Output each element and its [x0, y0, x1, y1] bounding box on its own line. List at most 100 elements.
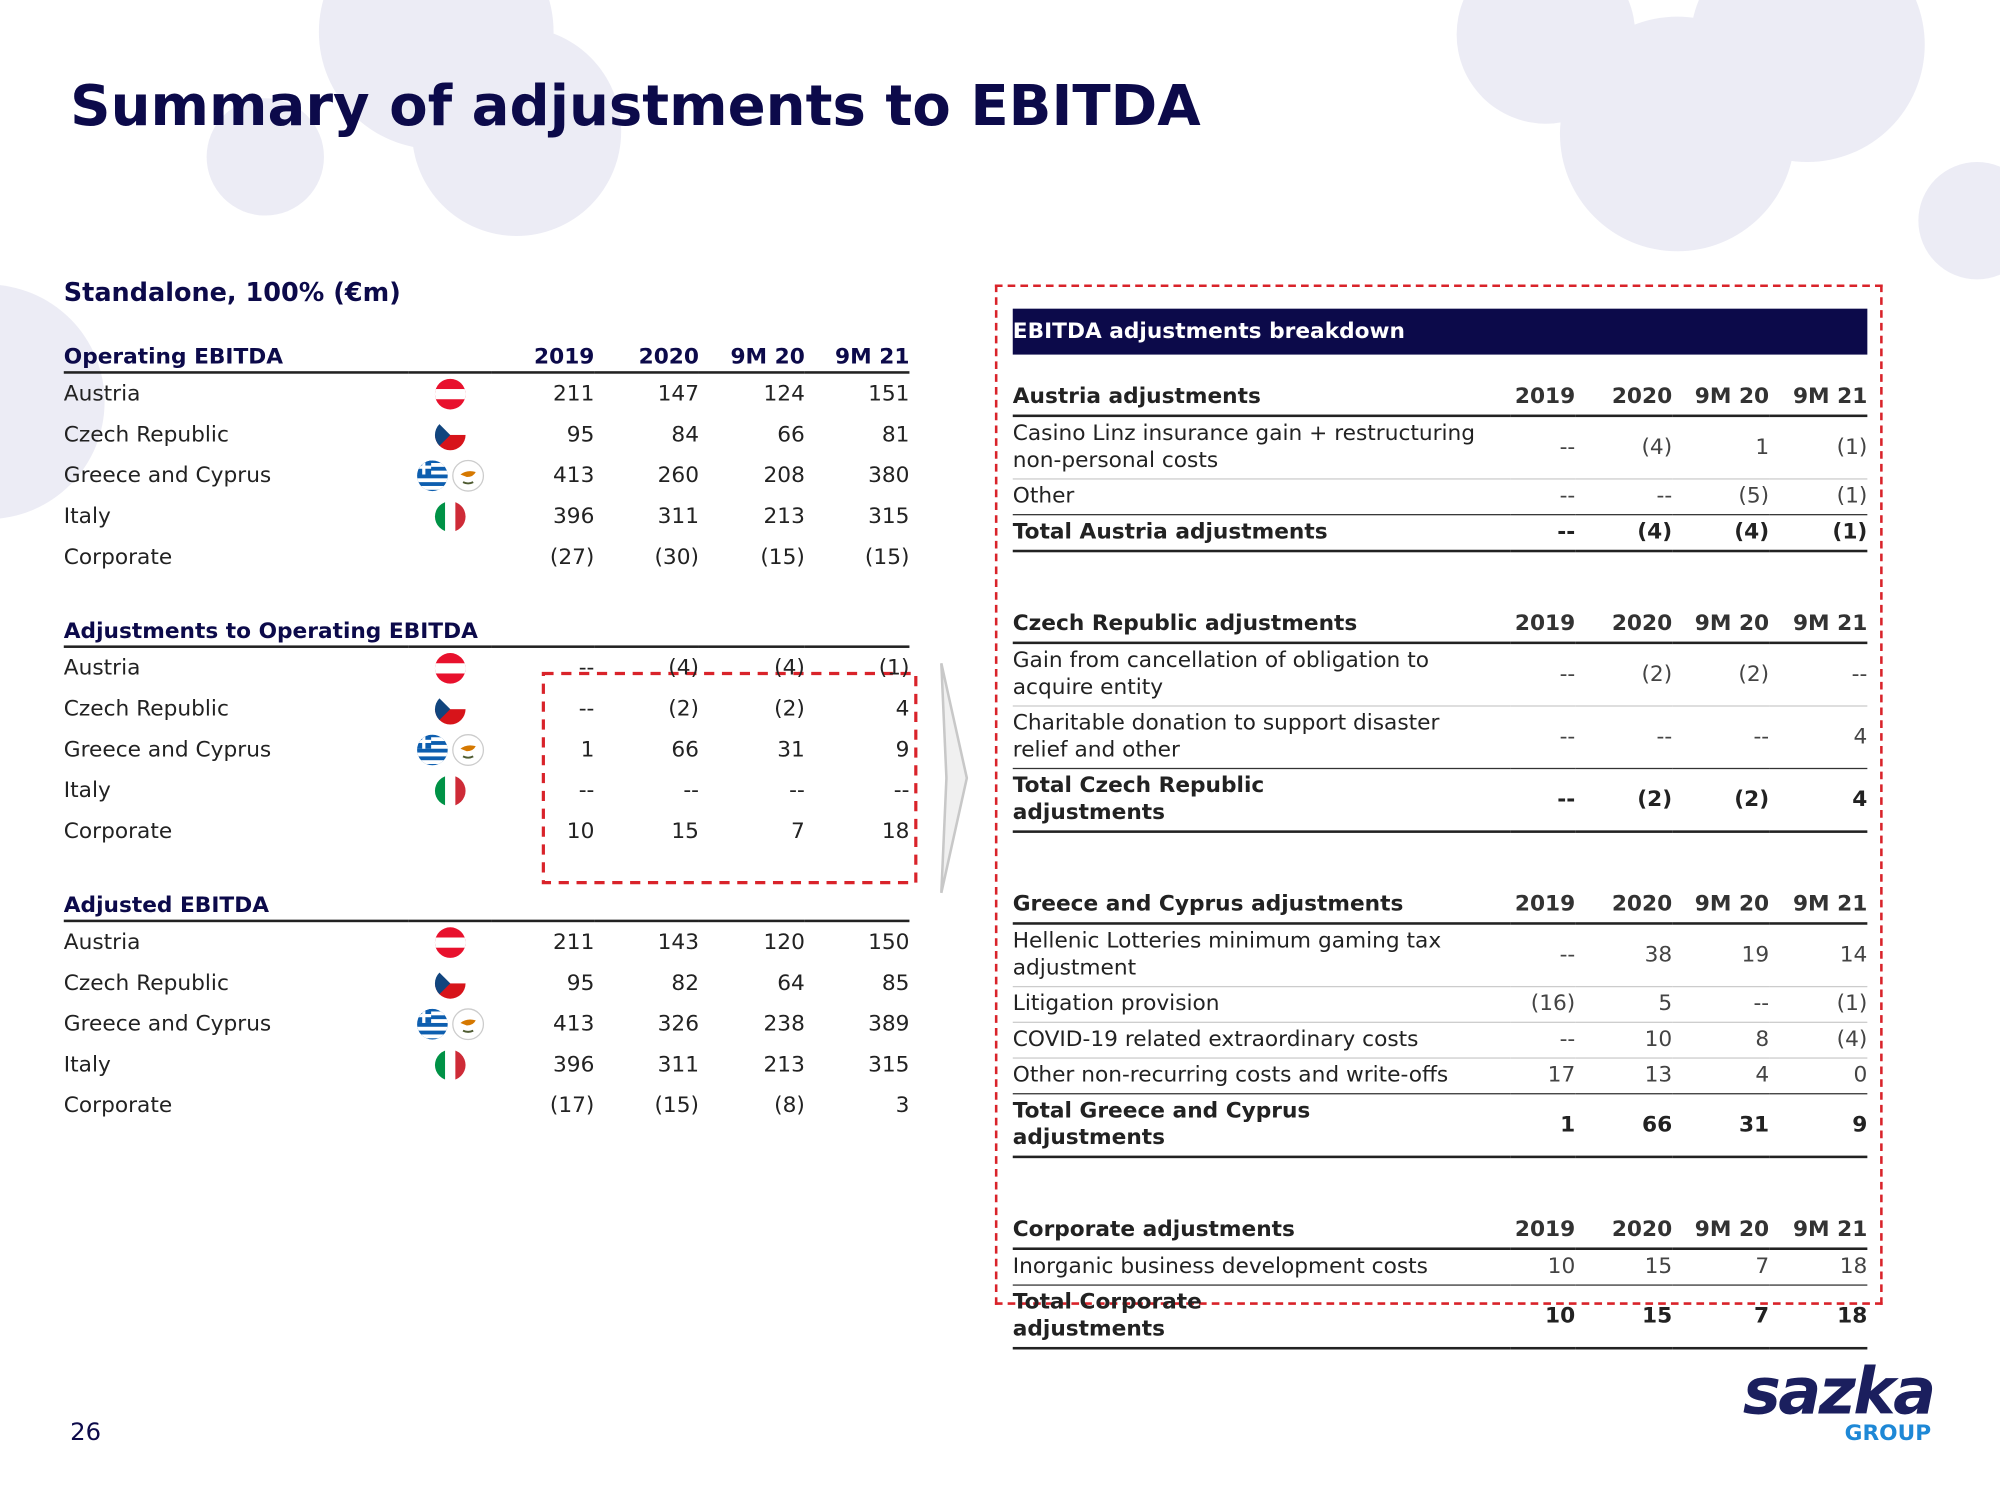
data-row: Other non-recurring costs and write-offs… — [1012, 1058, 1868, 1095]
cell-value: (4) — [1575, 415, 1673, 480]
cell-value: 124 — [763, 381, 805, 407]
cell-value: (16) — [1510, 986, 1576, 1023]
cell-value: -- — [1510, 923, 1576, 988]
total-row: Total Austria adjustments -- (4) (4) (1) — [1012, 514, 1868, 553]
flag-shape — [416, 465, 431, 469]
flag-shape — [434, 693, 465, 725]
row-label: Casino Linz insurance gain + restructuri… — [1012, 415, 1511, 480]
header-row: Operating EBITDA 2019 2020 9M 20 9M 21 — [63, 341, 910, 374]
column-header — [491, 890, 595, 923]
highlight-box — [541, 671, 918, 885]
data-row: Corporate (17) (15) (8) 3 — [64, 1085, 910, 1126]
row-label: Austria — [63, 929, 141, 956]
flag-shape — [416, 1014, 431, 1018]
cell-value: 95 — [566, 422, 595, 448]
data-row: Other -- -- (5) (1) — [1012, 478, 1868, 516]
flag-shape — [434, 968, 465, 999]
flag-cy — [451, 734, 484, 766]
cell-value: 311 — [657, 1052, 699, 1078]
header-row: Adjusted EBITDA — [63, 890, 910, 923]
data-row: Corporate 10 15 7 18 — [64, 811, 910, 852]
cell-value: (27) — [549, 544, 595, 571]
cell-value: 143 — [657, 929, 699, 956]
flag-cy — [451, 459, 484, 492]
row-label: COVID-19 related extraordinary costs — [1012, 1022, 1511, 1059]
data-table: Adjusted EBITDA Austria 211 143 120 150 Czech … — [63, 890, 910, 1126]
total-value: 18 — [1769, 1285, 1868, 1350]
decor-circle — [1690, 0, 1925, 162]
section-header: Greece and Cyprus adjustments — [1012, 883, 1511, 925]
cell-value: 17 — [1510, 1058, 1576, 1095]
cell-value: 213 — [763, 1052, 805, 1078]
column-header — [804, 890, 910, 923]
cell-value: 396 — [553, 503, 595, 530]
cell-value: (2) — [1575, 642, 1673, 707]
cell-value: (30) — [654, 544, 699, 571]
flag-shape — [434, 501, 445, 532]
data-row: Inorganic business development costs 10 15… — [1012, 1248, 1868, 1286]
cell-value: (15) — [864, 544, 910, 571]
flag-cz — [434, 968, 465, 999]
flag-cy — [451, 1008, 484, 1041]
column-header — [804, 616, 910, 648]
cell-value: 15 — [671, 818, 699, 845]
flag-shape — [444, 775, 455, 807]
flag-shape — [461, 481, 474, 485]
total-value: -- — [1510, 514, 1576, 553]
flag-shape — [416, 734, 448, 766]
breakdown-table: Czech Republic adjustments 2019 2020 9M 20 9… — [1012, 603, 1868, 833]
cell-value: 64 — [777, 970, 805, 997]
cell-value: 5 — [1575, 986, 1673, 1023]
cell-value: (8) — [774, 1093, 805, 1119]
cell-value: -- — [578, 696, 595, 722]
flag-shape — [416, 485, 448, 490]
total-label: Total Greece and Cyprus adjustments — [1012, 1093, 1511, 1159]
flag-it — [434, 775, 465, 807]
flag-cell — [408, 455, 491, 496]
row-label: Corporate — [63, 544, 173, 571]
column-header: 2020 — [1575, 1209, 1673, 1250]
flag-cz — [434, 419, 465, 451]
flag-shape — [434, 653, 465, 684]
flag-it — [434, 501, 465, 532]
column-header: 9M 20 — [1672, 1209, 1770, 1250]
flag-shape — [461, 755, 474, 759]
cell-value: 10 — [566, 818, 595, 845]
cell-value: 82 — [671, 970, 699, 997]
cell-value: 66 — [777, 422, 805, 448]
total-value: (2) — [1575, 768, 1673, 833]
breakdown-section: Czech Republic adjustments 2019 2020 9M 20 9… — [1012, 603, 1868, 833]
cell-value: 1 — [1672, 415, 1770, 480]
cell-value: 396 — [553, 1052, 595, 1078]
row-label: Czech Republic — [63, 696, 229, 722]
flag-shape — [444, 501, 455, 532]
header-row: Czech Republic adjustments 2019 2020 9M 20 9… — [1012, 603, 1868, 645]
flag-gr — [416, 460, 448, 492]
cell-value: 7 — [791, 818, 805, 845]
cell-value: 0 — [1769, 1058, 1868, 1095]
cell-value: (1) — [878, 655, 910, 682]
total-row: Total Corporate adjustments 10 15 7 18 — [1012, 1285, 1868, 1350]
flag-shape — [454, 775, 465, 807]
cell-value: (15) — [760, 544, 805, 571]
total-value: (2) — [1672, 768, 1770, 833]
flag-shape — [416, 760, 448, 765]
total-value: (1) — [1769, 514, 1868, 553]
flag-shape — [416, 1034, 448, 1039]
cell-value: 8 — [1672, 1022, 1770, 1059]
cell-value: -- — [683, 778, 699, 804]
data-row: Italy 396 311 213 315 — [64, 1045, 909, 1086]
cell-value: 81 — [881, 422, 910, 448]
column-header: 9M 20 — [1672, 376, 1770, 418]
row-label: Corporate — [63, 1093, 173, 1119]
cell-value: 238 — [763, 1011, 805, 1037]
flag-shape — [434, 419, 465, 451]
cell-value: (4) — [1769, 1022, 1868, 1059]
total-value: 31 — [1672, 1093, 1770, 1159]
row-label: Greece and Cyprus — [63, 463, 272, 489]
column-header: 2020 — [1575, 883, 1673, 925]
breakdown-table: Greece and Cyprus adjustments 2019 2020 9M … — [1012, 883, 1868, 1159]
cell-value: 150 — [868, 929, 910, 956]
breakdown-table: Corporate adjustments 2019 2020 9M 20 9M 21 I… — [1012, 1209, 1868, 1350]
flag-shape — [434, 501, 465, 532]
